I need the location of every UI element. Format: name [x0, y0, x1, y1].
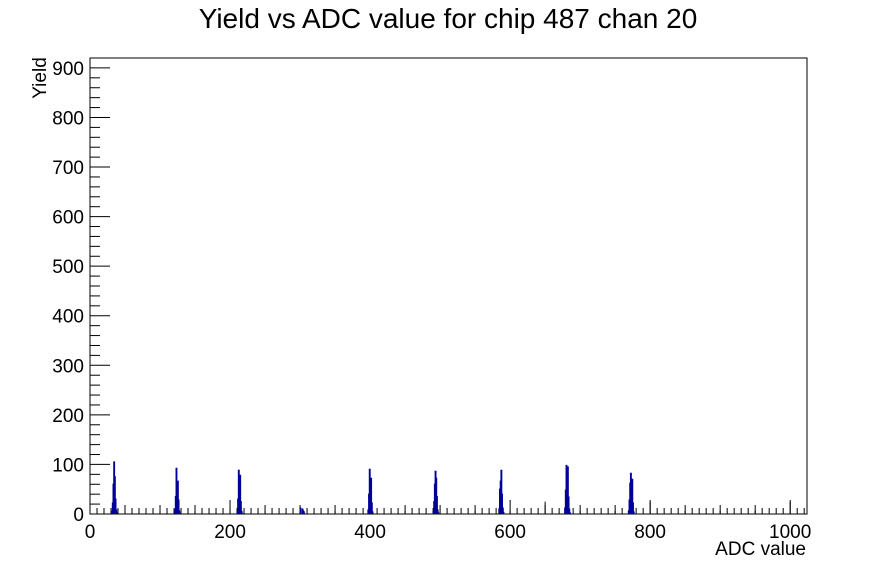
- histogram-bin: [501, 493, 504, 514]
- histogram-bin: [370, 477, 373, 514]
- histogram-bin: [371, 511, 374, 514]
- histogram-bin: [178, 510, 181, 514]
- histogram-bin: [568, 508, 571, 514]
- plot-frame: [89, 57, 808, 515]
- histogram-bin: [239, 501, 242, 514]
- histogram-bin: [239, 474, 242, 514]
- x-tick-label: 600: [494, 522, 526, 543]
- chart-title: Yield vs ADC value for chip 487 chan 20: [199, 3, 698, 34]
- y-axis-label: Yield: [30, 57, 51, 99]
- histogram-bin: [632, 502, 634, 514]
- y-tick-label: 600: [52, 208, 84, 229]
- histogram-bin: [569, 512, 571, 514]
- y-tick-label: 100: [52, 455, 84, 476]
- histogram-bin: [176, 480, 179, 514]
- x-axis-label: ADC value: [715, 539, 806, 560]
- x-tick-label: 0: [85, 522, 96, 543]
- x-axis: 0 200 400 600 800 1000: [85, 500, 811, 543]
- histogram-bin: [437, 512, 440, 514]
- x-tick-label: 400: [354, 522, 386, 543]
- y-axis: 0 100 200 300 400 500 600 700 800 900: [52, 57, 110, 526]
- histogram-bars: [111, 461, 791, 515]
- y-tick-label: 800: [52, 108, 84, 129]
- histogram-bin: [116, 512, 118, 514]
- histogram-bin: [502, 511, 505, 514]
- x-tick-label: 1000: [769, 522, 811, 543]
- histogram-bin: [302, 511, 305, 514]
- x-tick-label: 800: [634, 522, 666, 543]
- histogram-bin: [436, 509, 439, 514]
- y-tick-label: 700: [52, 158, 84, 179]
- histogram-bin: [501, 507, 504, 514]
- histogram-bin: [177, 499, 180, 514]
- histogram-bin: [500, 469, 503, 514]
- histogram-bin: [299, 507, 302, 514]
- y-tick-label: 900: [52, 59, 84, 80]
- y-tick-label: 200: [52, 406, 84, 427]
- histogram-bin: [566, 466, 569, 514]
- histogram-bin: [240, 510, 243, 514]
- y-tick-label: 300: [52, 356, 84, 377]
- histogram-bin: [567, 496, 570, 514]
- histogram-bin: [370, 502, 373, 514]
- histogram-bin: [115, 509, 118, 514]
- histogram-bin: [435, 496, 438, 514]
- histogram-bin: [114, 498, 117, 514]
- histogram-bin: [632, 511, 635, 514]
- y-tick-label: 400: [52, 307, 84, 328]
- y-tick-label: 0: [73, 505, 84, 526]
- x-tick-label: 200: [214, 522, 246, 543]
- histogram-bin: [113, 476, 116, 514]
- y-tick-label: 500: [52, 257, 84, 278]
- histogram-bin: [631, 478, 634, 514]
